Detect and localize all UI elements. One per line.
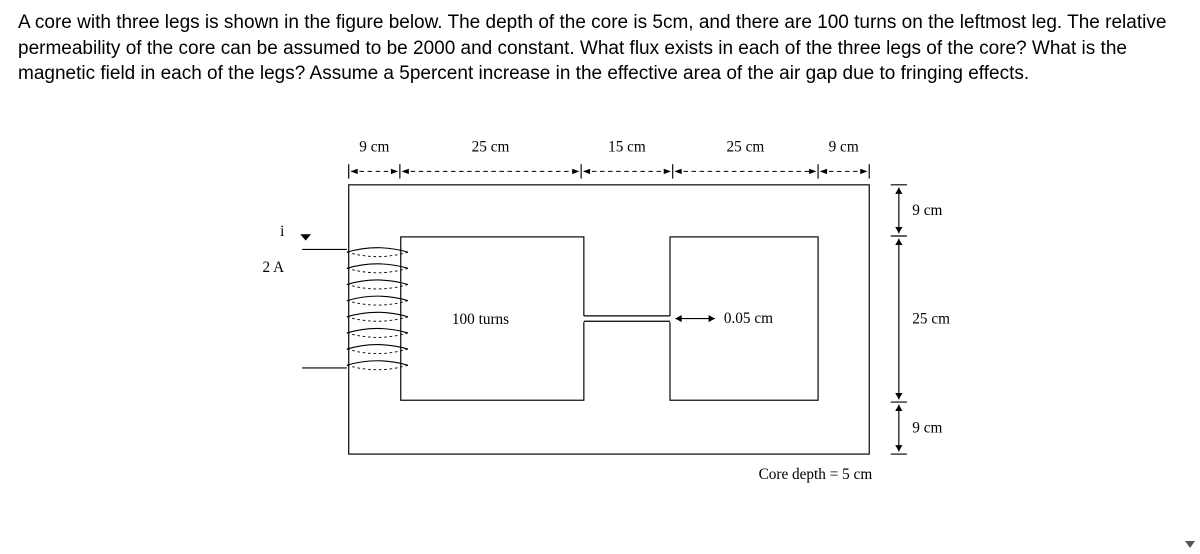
scroll-indicator-icon xyxy=(1184,538,1196,550)
svg-text:25 cm: 25 cm xyxy=(727,139,765,156)
svg-text:2 A: 2 A xyxy=(262,259,284,276)
figure-container: 9 cm 25 cm 15 cm 25 cm 9 cm 9 cm 25 cm 9 cm 0.05… xyxy=(18,117,1182,500)
problem-statement: A core with three legs is shown in the f… xyxy=(18,10,1182,87)
svg-text:15 cm: 15 cm xyxy=(608,139,646,156)
svg-text:9 cm: 9 cm xyxy=(912,419,942,436)
svg-text:i: i xyxy=(280,223,284,240)
svg-text:9 cm: 9 cm xyxy=(829,139,859,156)
svg-text:9 cm: 9 cm xyxy=(359,139,389,156)
svg-text:9 cm: 9 cm xyxy=(912,202,942,219)
svg-text:100 turns: 100 turns xyxy=(452,311,509,328)
svg-text:25 cm: 25 cm xyxy=(912,310,950,327)
svg-text:0.05 cm: 0.05 cm xyxy=(724,310,773,327)
core-diagram: 9 cm 25 cm 15 cm 25 cm 9 cm 9 cm 25 cm 9 cm 0.05… xyxy=(250,117,950,495)
svg-text:25 cm: 25 cm xyxy=(472,139,510,156)
svg-text:Core depth = 5 cm: Core depth = 5 cm xyxy=(759,466,873,483)
